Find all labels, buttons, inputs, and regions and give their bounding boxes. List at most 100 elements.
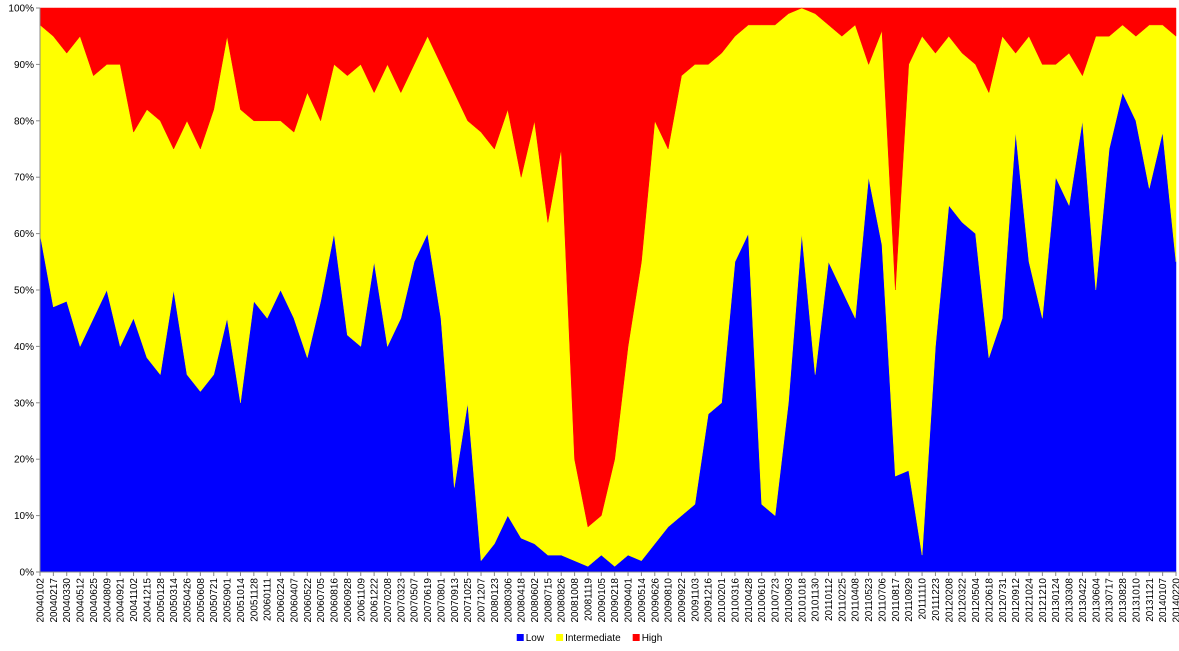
x-tick-label: 20061109 xyxy=(356,578,367,622)
y-tick-label: 0% xyxy=(20,568,35,579)
y-tick-label: 20% xyxy=(14,455,34,466)
x-tick-label: 20060224 xyxy=(276,578,287,623)
y-tick-label: 100% xyxy=(8,4,34,15)
x-tick-label: 20040330 xyxy=(62,578,73,623)
x-tick-label: 20070619 xyxy=(423,578,434,623)
legend-swatch xyxy=(517,634,524,641)
y-tick-label: 80% xyxy=(14,116,34,127)
x-tick-label: 20040625 xyxy=(89,578,100,623)
x-tick-label: 20120322 xyxy=(958,578,969,623)
x-tick-label: 20071207 xyxy=(477,578,488,623)
x-tick-label: 20100903 xyxy=(784,578,795,623)
x-tick-label: 20130717 xyxy=(1105,578,1116,623)
x-tick-label: 20050608 xyxy=(196,578,207,623)
x-tick-label: 20110929 xyxy=(904,578,915,622)
x-tick-label: 20040512 xyxy=(76,578,87,623)
x-tick-label: 20101018 xyxy=(797,578,808,623)
legend-swatch xyxy=(556,634,563,641)
x-tick-label: 20090626 xyxy=(650,578,661,623)
x-tick-label: 20081119 xyxy=(583,578,594,621)
x-tick-label: 20071025 xyxy=(463,578,474,623)
x-tick-label: 20051128 xyxy=(249,578,260,622)
x-tick-label: 20080123 xyxy=(490,578,501,623)
x-tick-label: 20120504 xyxy=(971,578,982,623)
x-tick-label: 20120731 xyxy=(998,578,1009,623)
x-tick-label: 20110408 xyxy=(851,578,862,622)
x-tick-label: 20120618 xyxy=(984,578,995,623)
x-tick-label: 20130828 xyxy=(1118,578,1129,623)
y-tick-label: 30% xyxy=(14,398,34,409)
x-tick-label: 20050314 xyxy=(169,578,180,623)
x-tick-label: 20110817 xyxy=(891,578,902,622)
x-tick-label: 20101130 xyxy=(811,578,822,622)
x-tick-label: 20110523 xyxy=(864,578,875,622)
x-tick-label: 20050721 xyxy=(209,578,220,623)
x-tick-label: 20090105 xyxy=(597,578,608,623)
x-tick-label: 20060928 xyxy=(343,578,354,623)
x-tick-label: 20100723 xyxy=(771,578,782,623)
x-tick-label: 20070507 xyxy=(410,578,421,623)
x-tick-label: 20060816 xyxy=(330,578,341,623)
x-tick-label: 20100428 xyxy=(744,578,755,623)
x-tick-label: 20130308 xyxy=(1065,578,1076,623)
legend-label: High xyxy=(642,633,663,644)
x-tick-label: 20110112 xyxy=(824,578,835,621)
x-tick-label: 20100201 xyxy=(717,578,728,623)
x-tick-label: 20140107 xyxy=(1158,578,1169,623)
x-tick-label: 20100316 xyxy=(730,578,741,623)
x-tick-label: 20060705 xyxy=(316,578,327,623)
x-tick-label: 20060407 xyxy=(289,578,300,623)
x-tick-label: 20080602 xyxy=(530,578,541,623)
x-tick-label: 20131121 xyxy=(1145,578,1156,622)
y-tick-label: 50% xyxy=(14,286,34,297)
x-tick-label: 20091216 xyxy=(704,578,715,623)
legend-swatch xyxy=(633,634,640,641)
x-tick-label: 20081008 xyxy=(570,578,581,623)
x-tick-label: 20110706 xyxy=(877,578,888,622)
x-tick-label: 20070801 xyxy=(436,578,447,623)
x-tick-label: 20040217 xyxy=(49,578,60,623)
x-tick-label: 20041102 xyxy=(129,578,140,622)
y-tick-label: 90% xyxy=(14,60,34,71)
x-tick-label: 20091103 xyxy=(690,578,701,622)
x-tick-label: 20111223 xyxy=(931,578,942,621)
legend-label: Low xyxy=(526,633,545,644)
x-tick-label: 20121024 xyxy=(1024,578,1035,623)
x-tick-label: 20110225 xyxy=(837,578,848,622)
x-tick-label: 20120912 xyxy=(1011,578,1022,623)
legend-label: Intermediate xyxy=(565,633,621,644)
x-tick-label: 20130604 xyxy=(1091,578,1102,623)
x-tick-label: 20041215 xyxy=(142,578,153,623)
x-tick-label: 20050426 xyxy=(183,578,194,623)
x-tick-label: 20140220 xyxy=(1172,578,1179,623)
x-tick-label: 20050128 xyxy=(156,578,167,623)
x-tick-label: 20040102 xyxy=(36,578,47,623)
x-tick-label: 20090514 xyxy=(637,578,648,623)
x-tick-label: 20070208 xyxy=(383,578,394,623)
y-tick-label: 10% xyxy=(14,511,34,522)
x-tick-label: 20111110 xyxy=(918,578,929,620)
x-tick-label: 20121210 xyxy=(1038,578,1049,623)
y-tick-label: 60% xyxy=(14,229,34,240)
x-tick-label: 20060111 xyxy=(263,578,274,621)
x-tick-label: 20130422 xyxy=(1078,578,1089,623)
x-tick-label: 20130124 xyxy=(1051,578,1062,623)
x-tick-label: 20080715 xyxy=(543,578,554,623)
x-tick-label: 20080418 xyxy=(517,578,528,623)
x-tick-label: 20051014 xyxy=(236,578,247,623)
x-tick-label: 20040921 xyxy=(116,578,127,623)
x-tick-label: 20090810 xyxy=(664,578,675,623)
x-tick-label: 20090401 xyxy=(624,578,635,623)
x-tick-label: 20090218 xyxy=(610,578,621,623)
y-tick-label: 70% xyxy=(14,173,34,184)
x-tick-label: 20061222 xyxy=(370,578,381,623)
x-tick-label: 20070913 xyxy=(450,578,461,623)
x-tick-label: 20131010 xyxy=(1131,578,1142,623)
x-tick-label: 20040809 xyxy=(102,578,113,623)
x-tick-label: 20060522 xyxy=(303,578,314,623)
x-tick-label: 20080306 xyxy=(503,578,514,623)
y-tick-label: 40% xyxy=(14,342,34,353)
x-tick-label: 20080826 xyxy=(557,578,568,623)
